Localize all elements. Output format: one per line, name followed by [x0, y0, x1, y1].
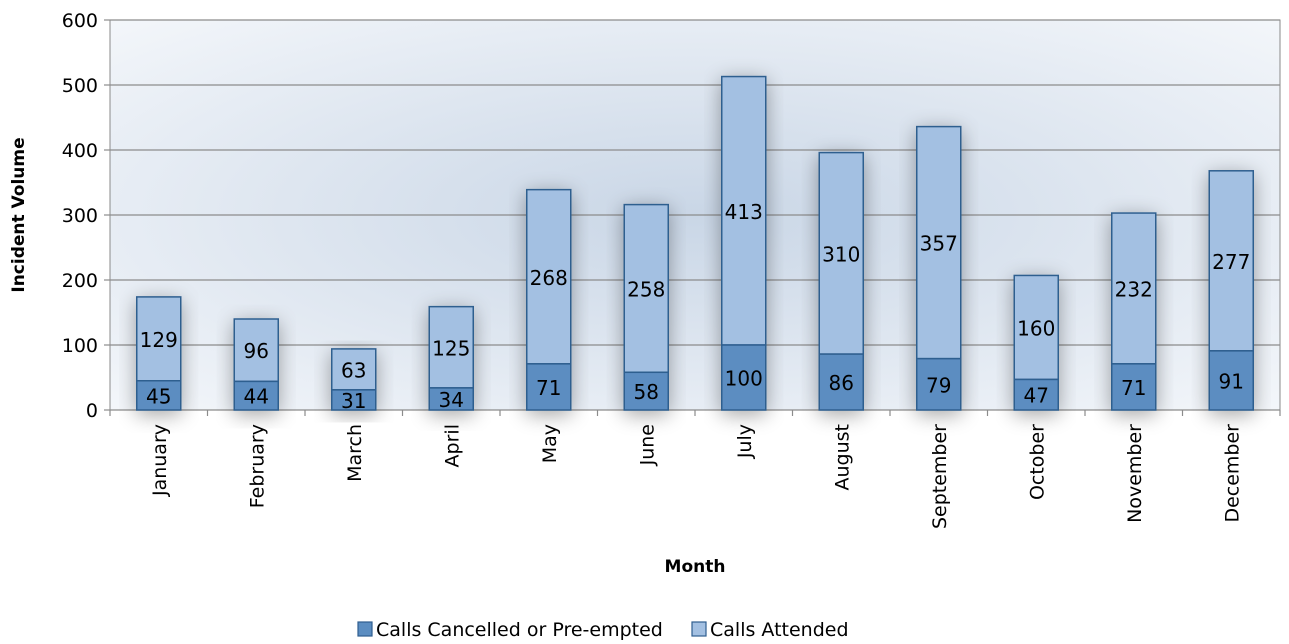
data-label-cancelled: 71 — [536, 376, 561, 400]
x-tick-label: February — [246, 424, 268, 508]
legend: Calls Cancelled or Pre-empted Calls Atten… — [357, 619, 849, 641]
x-tick-label: November — [1124, 424, 1146, 523]
bar-calls-cancelled — [233, 380, 279, 411]
data-label-cancelled: 79 — [926, 373, 951, 397]
data-label-cancelled: 47 — [1024, 384, 1049, 408]
data-label-attended: 277 — [1212, 250, 1250, 274]
data-label-attended: 63 — [341, 358, 366, 382]
bar-stack-june — [623, 203, 669, 411]
bar-stack-march — [331, 348, 377, 411]
legend-label: Calls Attended — [710, 619, 849, 641]
y-tick-label: 400 — [62, 140, 98, 162]
data-label-cancelled: 91 — [1219, 369, 1244, 393]
x-tick-label: July — [734, 424, 756, 459]
bar-stack-july — [721, 75, 767, 411]
bar-calls-attended — [526, 188, 572, 365]
bar-calls-attended — [623, 203, 669, 374]
data-label-cancelled: 44 — [244, 385, 269, 409]
y-axis-ticks: 0 100 200 300 400 500 600 — [62, 10, 110, 422]
y-tick-label: 0 — [86, 400, 98, 422]
bar-stack-december — [1208, 170, 1254, 411]
data-label-attended: 96 — [244, 339, 269, 363]
legend-label: Calls Cancelled or Pre-empted — [376, 619, 663, 641]
bar-stack-november — [1111, 212, 1157, 411]
data-label-attended: 232 — [1115, 277, 1153, 301]
y-tick-label: 200 — [62, 270, 98, 292]
data-label-attended: 160 — [1017, 316, 1055, 340]
x-axis-title: Month — [665, 557, 726, 577]
bar-calls-cancelled — [136, 380, 182, 411]
bar-calls-cancelled — [818, 353, 864, 411]
bar-calls-attended — [916, 125, 962, 360]
data-label-cancelled: 34 — [439, 388, 464, 412]
bar-calls-attended — [331, 348, 377, 391]
bar-calls-cancelled — [428, 387, 474, 411]
bar-calls-cancelled — [1111, 363, 1157, 411]
data-label-attended: 413 — [725, 200, 763, 224]
bar-calls-attended — [1013, 274, 1059, 381]
y-tick-label: 600 — [62, 10, 98, 32]
x-tick-label: December — [1221, 424, 1243, 523]
y-tick-label: 100 — [62, 335, 98, 357]
data-label-attended: 268 — [530, 266, 568, 290]
bar-stack-january — [136, 296, 182, 411]
data-label-cancelled: 45 — [146, 384, 171, 408]
bar-calls-cancelled — [526, 363, 572, 411]
y-tick-label: 500 — [62, 75, 98, 97]
data-label-cancelled: 86 — [829, 371, 854, 395]
bar-calls-cancelled — [623, 371, 669, 411]
bar-stack-may — [526, 188, 572, 411]
data-label-attended: 125 — [432, 336, 470, 360]
bar-stack-february — [233, 318, 279, 411]
x-tick-label: May — [539, 424, 561, 463]
data-label-cancelled: 31 — [341, 389, 366, 413]
bar-calls-attended — [428, 305, 474, 389]
x-tick-label: June — [636, 424, 658, 466]
legend-swatch — [691, 621, 707, 637]
bar-calls-attended — [1208, 170, 1254, 352]
bar-stack-september — [916, 125, 962, 411]
x-tick-label: March — [344, 424, 366, 482]
data-label-attended: 258 — [627, 277, 665, 301]
bar-stack-august — [818, 151, 864, 411]
data-label-cancelled: 58 — [634, 380, 659, 404]
x-tick-label: January — [149, 424, 171, 497]
x-tick-label: October — [1026, 424, 1048, 500]
bar-stack-october — [1013, 274, 1059, 411]
y-tick-label: 300 — [62, 205, 98, 227]
bar-calls-cancelled — [1013, 378, 1059, 411]
bar-calls-attended — [721, 75, 767, 346]
y-axis-title: Incident Volume — [9, 137, 29, 292]
x-axis-ticks: January February March April May June July Augu… — [109, 410, 1281, 529]
x-tick-label: August — [831, 424, 853, 491]
bar-calls-attended — [233, 318, 279, 383]
bar-calls-attended — [1111, 212, 1157, 365]
data-label-cancelled: 71 — [1121, 376, 1146, 400]
x-tick-label: April — [441, 424, 463, 467]
bar-calls-cancelled — [721, 344, 767, 411]
legend-swatch — [357, 621, 373, 637]
data-label-attended: 310 — [822, 242, 860, 266]
bar-calls-cancelled — [1208, 350, 1254, 411]
bar-calls-attended — [136, 296, 182, 382]
data-label-attended: 357 — [920, 232, 958, 256]
data-label-cancelled: 100 — [725, 367, 763, 391]
x-tick-label: September — [929, 424, 951, 529]
bar-calls-cancelled — [331, 389, 377, 411]
bar-calls-cancelled — [916, 357, 962, 411]
bar-stack-april — [428, 305, 474, 411]
data-label-attended: 129 — [140, 328, 178, 352]
bars: 45 129 44 96 31 63 34 125 71 268 58 258 100 413 86 310 7… — [136, 75, 1254, 413]
